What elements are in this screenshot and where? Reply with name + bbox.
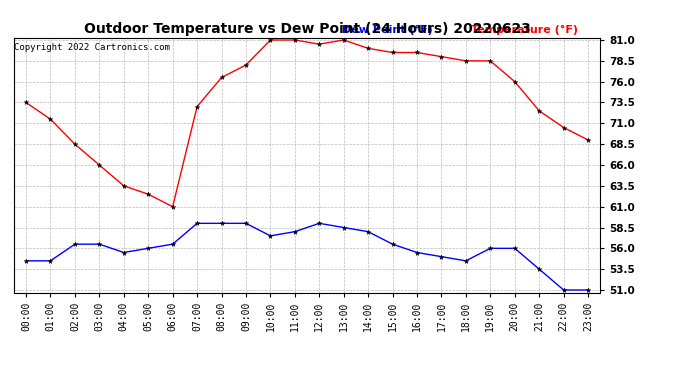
Title: Outdoor Temperature vs Dew Point (24 Hours) 20220623: Outdoor Temperature vs Dew Point (24 Hou… [83, 22, 531, 36]
Text: Dew Point (°F): Dew Point (°F) [342, 25, 433, 35]
Text: Temperature (°F): Temperature (°F) [471, 25, 578, 35]
Text: Copyright 2022 Cartronics.com: Copyright 2022 Cartronics.com [14, 43, 170, 52]
